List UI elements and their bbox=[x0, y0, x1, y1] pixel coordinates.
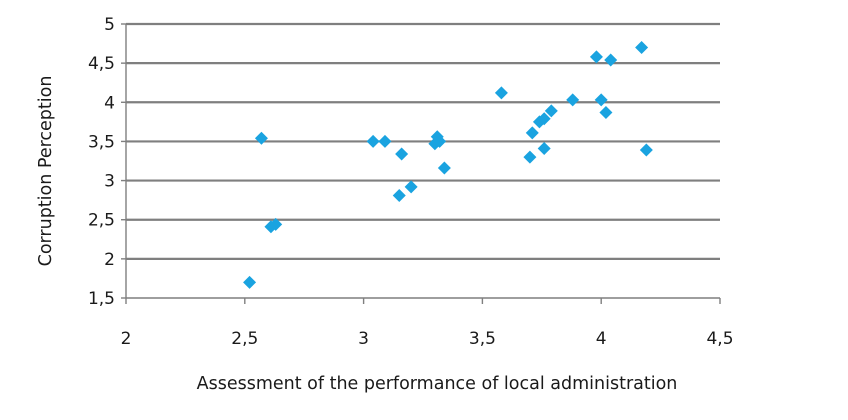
data-point bbox=[523, 150, 537, 164]
y-tick-labels: 1,5 2 2,5 3 3,5 4 4,5 5 bbox=[88, 15, 115, 309]
data-point bbox=[404, 180, 418, 194]
data-point bbox=[392, 188, 406, 202]
data-point bbox=[639, 143, 653, 157]
data-point bbox=[366, 134, 380, 148]
x-tick-label: 2 bbox=[121, 329, 132, 349]
x-tick-labels: 2 2,5 3 3,5 4 4,5 bbox=[121, 329, 734, 349]
x-axis-title: Assessment of the performance of local a… bbox=[197, 374, 678, 394]
data-point bbox=[544, 104, 558, 118]
data-point bbox=[269, 217, 283, 231]
data-point bbox=[494, 86, 508, 100]
x-tick-label: 4 bbox=[596, 329, 607, 349]
y-axis-title: Corruption Perception bbox=[36, 76, 56, 267]
y-tick-label: 1,5 bbox=[88, 289, 115, 309]
x-tick-label: 3 bbox=[358, 329, 369, 349]
x-tick-label: 2,5 bbox=[231, 329, 258, 349]
data-point bbox=[437, 161, 451, 175]
data-point bbox=[254, 131, 268, 145]
axes bbox=[121, 23, 721, 304]
data-point bbox=[243, 275, 257, 289]
data-point bbox=[604, 53, 618, 67]
data-points bbox=[243, 40, 653, 289]
data-point bbox=[566, 93, 580, 107]
data-point bbox=[525, 126, 539, 140]
data-point bbox=[589, 50, 603, 64]
data-point bbox=[594, 93, 608, 107]
y-tick-label: 2 bbox=[104, 250, 115, 270]
x-tick-label: 3,5 bbox=[469, 329, 496, 349]
y-tick-label: 3,5 bbox=[88, 132, 115, 152]
y-tick-label: 2,5 bbox=[88, 211, 115, 231]
data-point bbox=[537, 141, 551, 155]
data-point bbox=[433, 134, 447, 148]
y-tick-label: 5 bbox=[104, 15, 115, 35]
y-tick-label: 3 bbox=[104, 172, 115, 192]
y-tick-label: 4,5 bbox=[88, 54, 115, 74]
x-tick-label: 4,5 bbox=[706, 329, 733, 349]
data-point bbox=[378, 134, 392, 148]
data-point bbox=[635, 40, 649, 54]
data-point bbox=[599, 105, 613, 119]
data-point bbox=[537, 112, 551, 126]
y-tick-label: 4 bbox=[104, 93, 115, 113]
data-point bbox=[395, 147, 409, 161]
gridlines bbox=[126, 22, 720, 260]
